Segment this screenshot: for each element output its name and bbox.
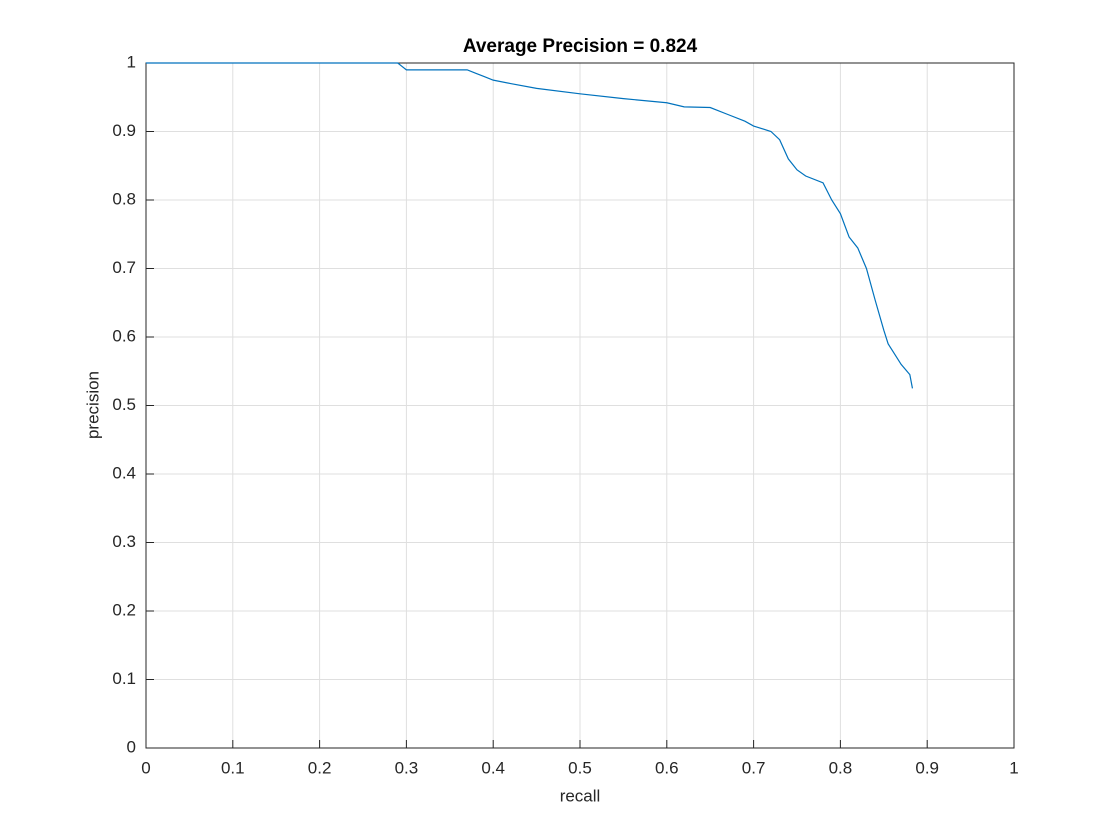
x-tick-label: 0.6 xyxy=(655,758,679,777)
x-tick-label: 1 xyxy=(1009,758,1018,777)
chart-title: Average Precision = 0.824 xyxy=(463,36,698,57)
x-tick-label: 0.3 xyxy=(395,758,419,777)
plot-frame xyxy=(145,62,1015,749)
y-tick-label: 0.2 xyxy=(112,600,136,619)
y-tick-label: 0.1 xyxy=(112,669,136,688)
x-tick-label: 0.5 xyxy=(568,758,592,777)
x-tick-label: 0.8 xyxy=(829,758,853,777)
y-tick-label: 0.6 xyxy=(112,326,136,345)
y-tick-label: 0.7 xyxy=(112,258,136,277)
y-tick-label: 0.9 xyxy=(112,121,136,140)
x-axis-label: recall xyxy=(560,786,601,805)
x-tick-label: 0.1 xyxy=(221,758,245,777)
y-tick-label: 0.3 xyxy=(112,532,136,551)
y-tick-label: 0 xyxy=(127,737,136,756)
y-tick-label: 0.8 xyxy=(112,189,136,208)
x-tick-label: 0 xyxy=(141,758,150,777)
y-tick-label: 1 xyxy=(127,52,136,71)
x-tick-label: 0.4 xyxy=(481,758,505,777)
y-tick-label: 0.4 xyxy=(112,463,136,482)
pr-curve xyxy=(146,62,914,389)
x-tick-label: 0.9 xyxy=(915,758,939,777)
x-tick-label: 0.7 xyxy=(742,758,766,777)
y-axis-label: precision xyxy=(83,371,102,439)
x-tick-label: 0.2 xyxy=(308,758,332,777)
y-tick-label: 0.5 xyxy=(112,395,136,414)
